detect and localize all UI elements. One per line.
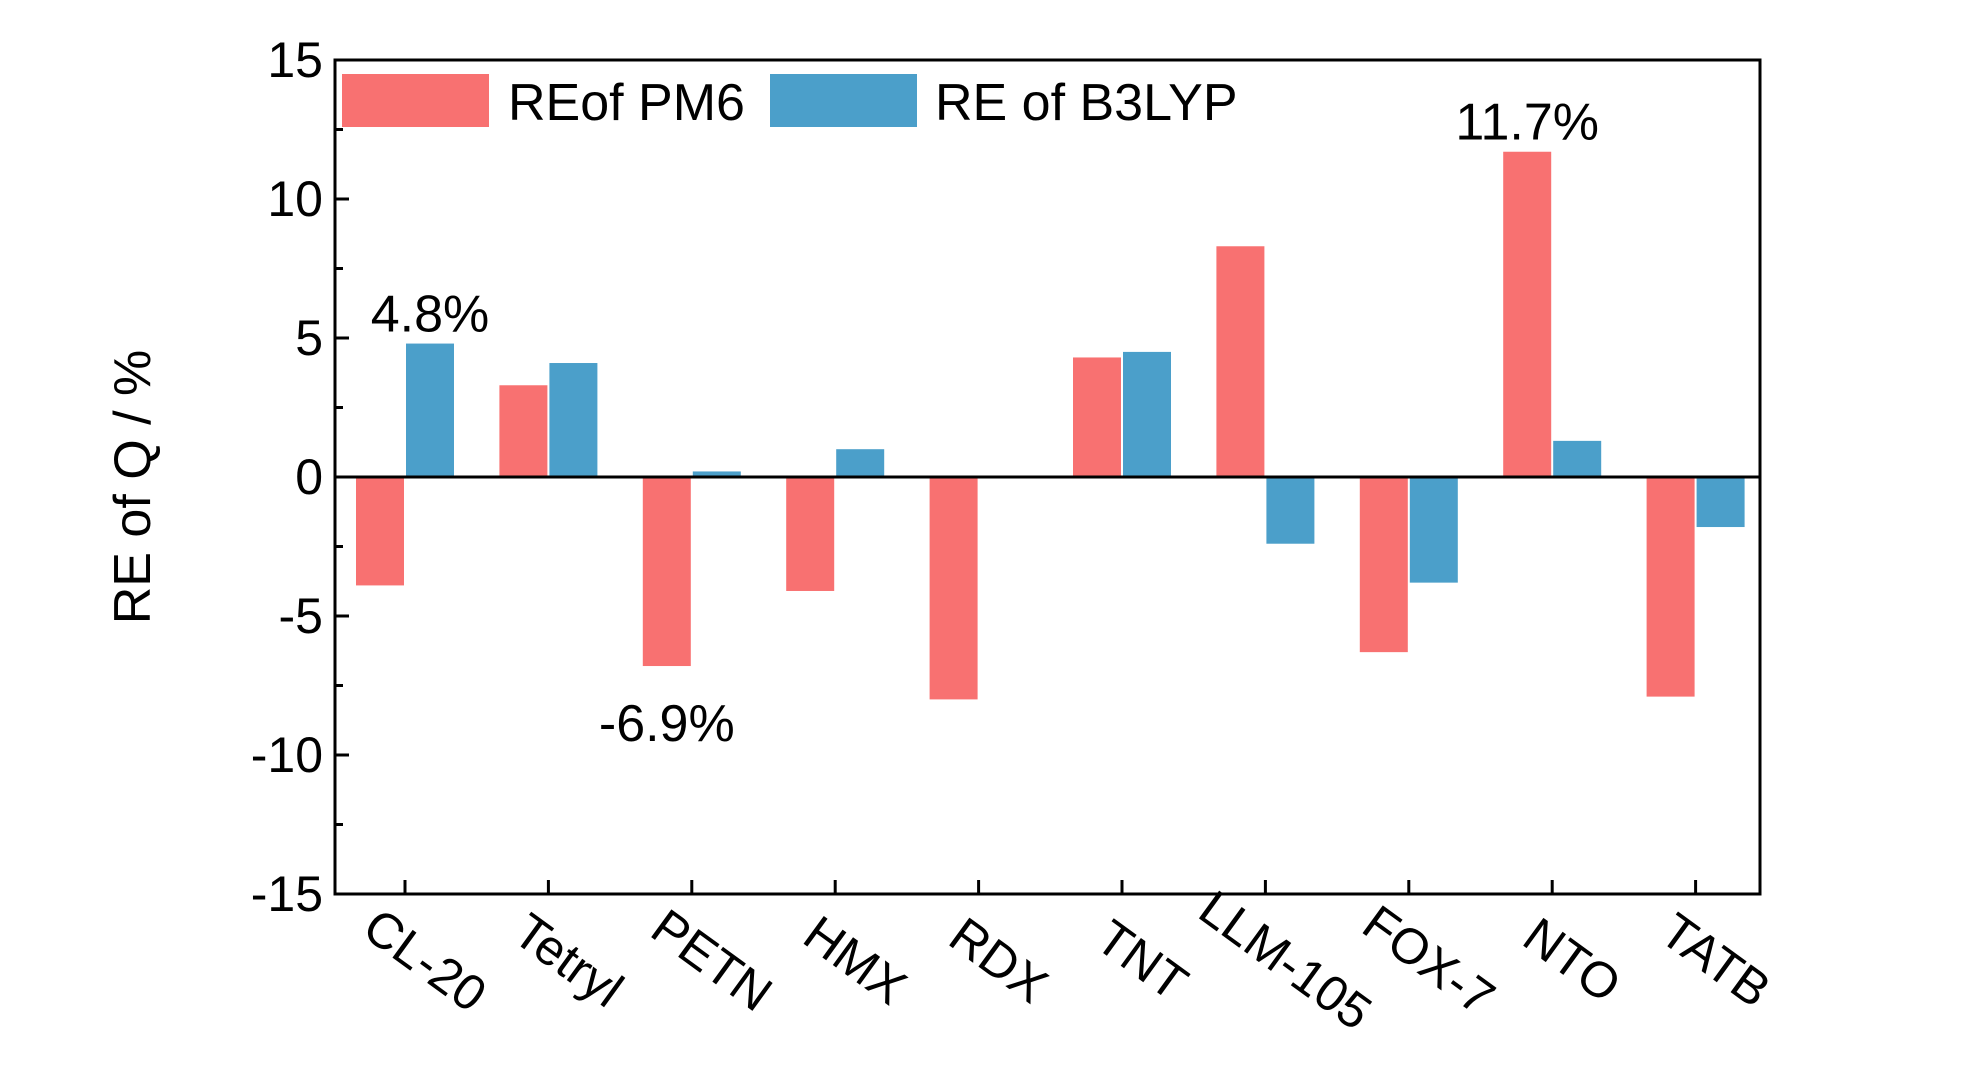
bar-reof-pm6-petn — [642, 477, 691, 667]
bar-reof-pm6-tatb — [1646, 477, 1695, 697]
x-tick-label-petn: PETN — [641, 898, 782, 1022]
x-tick-label-tnt: TNT — [1086, 909, 1198, 1011]
x-tick-label-nto: NTO — [1513, 907, 1631, 1014]
bar-re-of-b3lyp-petn — [692, 471, 741, 477]
bar-reof-pm6-llm-105 — [1216, 246, 1265, 477]
y-tick-label: -15 — [251, 866, 323, 922]
bar-re-of-b3lyp-tetryl — [549, 363, 598, 477]
y-tick-label: -10 — [251, 727, 323, 783]
legend-swatch-re-of-b3lyp — [770, 74, 917, 127]
y-tick-label: 5 — [295, 310, 323, 366]
annotation-nto: 11.7% — [1455, 94, 1599, 152]
x-tick-label-llm-105: LLM-105 — [1189, 880, 1382, 1041]
y-tick-label: 10 — [267, 171, 323, 227]
x-tick-label-rdx: RDX — [939, 907, 1057, 1014]
bar-re-of-b3lyp-cl-20 — [406, 343, 454, 477]
x-tick-label-tatb: TATB — [1650, 902, 1780, 1018]
bar-reof-pm6-tnt — [1073, 357, 1121, 477]
annotations-layer: 4.8% -6.9% 11.7% — [371, 94, 1599, 753]
bar-reof-pm6-hmx — [786, 477, 835, 591]
y-tick-label: 0 — [295, 449, 323, 505]
axes-layer: -15 -10 -5 0 5 10 15 CL-20 Tetryl PETN HMX RDX TNTLL… — [251, 32, 1781, 1041]
x-tick-label-hmx: HMX — [794, 905, 917, 1016]
bar-reof-pm6-rdx — [929, 477, 978, 700]
bar-re-of-b3lyp-llm-105 — [1266, 477, 1315, 544]
legend-swatch-reof-pm6 — [342, 74, 489, 127]
bar-re-of-b3lyp-nto — [1553, 440, 1602, 477]
x-tick-label-fox-7: FOX-7 — [1353, 894, 1505, 1026]
y-tick-label: -5 — [279, 588, 323, 644]
y-tick-label: 15 — [267, 32, 323, 88]
bar-re-of-b3lyp-tatb — [1696, 477, 1745, 528]
bar-reof-pm6-cl-20 — [356, 477, 404, 586]
bar-reof-pm6-nto — [1503, 151, 1552, 478]
bar-re-of-b3lyp-tnt — [1123, 351, 1171, 477]
legend: REof PM6 RE of B3LYP — [342, 74, 1238, 132]
legend-label-reof-pm6: REof PM6 — [508, 74, 745, 132]
bar-re-of-b3lyp-hmx — [836, 449, 885, 477]
bars-layer — [356, 151, 1745, 700]
bar-re-of-b3lyp-fox-7 — [1409, 477, 1458, 583]
annotation-petn: -6.9% — [599, 695, 735, 753]
bar-reof-pm6-tetryl — [499, 385, 548, 477]
y-axis-title: RE of Q / % — [104, 350, 162, 625]
legend-label-re-of-b3lyp: RE of B3LYP — [935, 74, 1238, 132]
x-tick-label-tetryl: Tetryl — [504, 902, 634, 1018]
annotation-cl-20: 4.8% — [371, 286, 490, 344]
x-tick-label-cl-20: CL-20 — [353, 898, 496, 1023]
bar-reof-pm6-fox-7 — [1359, 477, 1408, 653]
